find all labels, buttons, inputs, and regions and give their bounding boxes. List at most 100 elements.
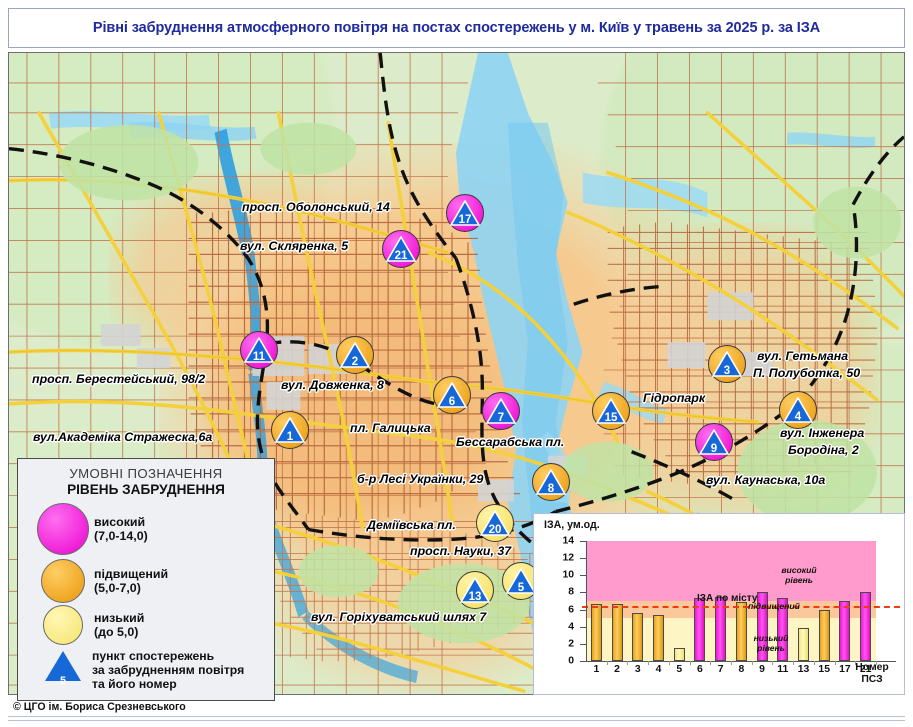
annotation-high-line1: високий — [781, 565, 817, 575]
station-triangle-icon: 6 — [437, 382, 467, 408]
station-marker-7[interactable]: 7 — [482, 392, 520, 430]
station-triangle-icon: 4 — [783, 397, 813, 423]
annotation-low-line1: низький — [753, 633, 789, 643]
station-marker-2[interactable]: 2 — [336, 336, 374, 374]
station-marker-20[interactable]: 20 — [476, 504, 514, 542]
legend-heading-primary: УМОВНІ ПОЗНАЧЕННЯ — [69, 466, 223, 481]
chart-y-label-2: 2 — [568, 638, 574, 650]
station-marker-1[interactable]: 1 — [271, 411, 309, 449]
chart-bar-17 — [839, 601, 851, 661]
chart-x-label-4: 4 — [655, 664, 662, 675]
low-level-dot-icon — [43, 605, 83, 645]
legend-mid-name: підвищений — [94, 566, 169, 581]
chart-x-label-1: 1 — [593, 664, 600, 675]
legend-high-name: високий — [94, 514, 146, 529]
map-label-halytska: пл. Галицька — [350, 421, 431, 435]
station-marker-3[interactable]: 3 — [708, 345, 746, 383]
station-triangle-icon: 20 — [480, 510, 510, 536]
legend-panel: УМОВНІ ПОЗНАЧЕННЯ РІВЕНЬ ЗАБРУДНЕННЯ вис… — [17, 458, 275, 701]
chart-y-label-12: 12 — [562, 552, 574, 564]
station-marker-8[interactable]: 8 — [532, 463, 570, 501]
mid-level-dot-icon — [41, 559, 85, 603]
chart-x-axis — [586, 661, 896, 662]
map-label-hetmana-line1: вул. Гетьмана — [757, 349, 849, 363]
chart-x-tick-21 — [876, 661, 877, 665]
chart-x-label-3: 3 — [634, 664, 641, 675]
legend-station-text: пункт спостережень за забрудненням повіт… — [92, 649, 244, 692]
station-number: 7 — [497, 412, 505, 424]
chart-x-tick-15 — [834, 661, 836, 665]
station-marker-9[interactable]: 9 — [695, 423, 733, 461]
station-triangle-icon: 15 — [596, 398, 626, 424]
chart-x-tick-8 — [751, 661, 753, 665]
station-triangle-icon: 1 — [275, 417, 305, 443]
annotation-low-line2: рівень — [757, 643, 785, 653]
station-marker-15[interactable]: 15 — [592, 392, 630, 430]
legend-row-low: низький (до 5,0) — [36, 605, 274, 645]
legend-swatch-high — [36, 503, 90, 555]
station-number: 11 — [252, 351, 266, 363]
copyright-notice: © ЦГО ім. Бориса Срезневського — [13, 701, 186, 713]
chart-y-axis — [580, 541, 587, 661]
chart-bar-9 — [756, 592, 768, 661]
chart-bar-3 — [632, 613, 644, 661]
chart-x-tick-9 — [772, 661, 774, 665]
chart-x-axis-title-line1: Номер — [855, 662, 889, 673]
station-triangle-icon: 13 — [460, 577, 490, 603]
map-label-inzhenera-line2: Бородіна, 2 — [788, 443, 859, 457]
annotation-mid-line1: підвищений — [748, 601, 800, 611]
station-marker-21[interactable]: 21 — [382, 230, 420, 268]
chart-y-label-8: 8 — [568, 586, 574, 598]
page-title: Рівні забруднення атмосферного повітря н… — [92, 20, 821, 36]
chart-bar-2 — [611, 604, 623, 661]
station-triangle-icon: 9 — [699, 429, 729, 455]
station-triangle-icon: 17 — [450, 200, 480, 226]
map-label-lesi-ukrainky: б-р Лесі Українки, 29 — [357, 472, 484, 486]
station-number: 17 — [458, 214, 472, 226]
legend-high-range: (7,0-14,0) — [94, 529, 148, 543]
annotation-low-level: низький рівень — [741, 633, 801, 653]
station-marker-6[interactable]: 6 — [433, 376, 471, 414]
chart-bar-1 — [590, 604, 602, 661]
legend-station-line3: та його номер — [92, 677, 177, 692]
legend-swatch-low — [36, 605, 90, 645]
chart-y-label-6: 6 — [568, 604, 574, 616]
legend-mid-range: (5,0-7,0) — [94, 581, 141, 595]
map-label-horikhuvatskyi: вул. Горіхуватський шлях 7 — [311, 610, 487, 624]
station-number: 3 — [723, 365, 731, 377]
station-marker-4[interactable]: 4 — [779, 391, 817, 429]
chart-y-tick-2 — [580, 643, 586, 645]
map-label-besarabska: Бессарабська пл. — [456, 435, 565, 449]
chart-y-axis-label: ІЗА, ум.од. — [544, 519, 600, 531]
chart-y-label-0: 0 — [568, 655, 574, 667]
station-triangle-icon: 21 — [386, 236, 416, 262]
chart-x-label-6: 6 — [697, 664, 703, 675]
chart-bar-6 — [694, 597, 706, 661]
station-number: 6 — [448, 396, 456, 408]
map-label-dovzhenka: вул. Довженка, 8 — [281, 378, 384, 392]
iza-bar-chart-panel[interactable]: ІЗА, ум.од. високий рівень підвищений ни… — [533, 513, 905, 695]
chart-y-tick-6 — [580, 609, 586, 611]
station-marker-13[interactable]: 13 — [456, 571, 494, 609]
map-label-inzhenera-line1: вул. Інженера — [780, 426, 865, 440]
map-label-skliarenka: вул. Скляренка, 5 — [240, 239, 349, 253]
chart-average-line-label: ІЗА по місту — [697, 593, 758, 605]
chart-x-label-2: 2 — [614, 664, 620, 675]
annotation-high-line2: рівень — [785, 575, 813, 585]
high-level-dot-icon — [37, 503, 89, 555]
chart-y-tick-12 — [580, 558, 586, 560]
chart-bar-13 — [798, 628, 809, 661]
district-boundaries — [9, 53, 904, 553]
annotation-mid-level: підвищений — [736, 601, 812, 611]
chart-bar-15 — [818, 610, 830, 661]
chart-y-tick-4 — [580, 626, 586, 628]
chart-x-tick-7 — [731, 661, 732, 665]
band-mid-level — [586, 601, 876, 619]
chart-x-label-17: 17 — [839, 664, 851, 675]
chart-x-tick-13 — [813, 661, 815, 665]
station-marker-11[interactable]: 11 — [240, 331, 278, 369]
station-marker-17[interactable]: 17 — [446, 194, 484, 232]
chart-x-axis-title-line2: ПСЗ — [861, 674, 883, 685]
legend-station-line2: за забрудненням повітря — [92, 663, 245, 678]
chart-average-line — [582, 606, 900, 609]
